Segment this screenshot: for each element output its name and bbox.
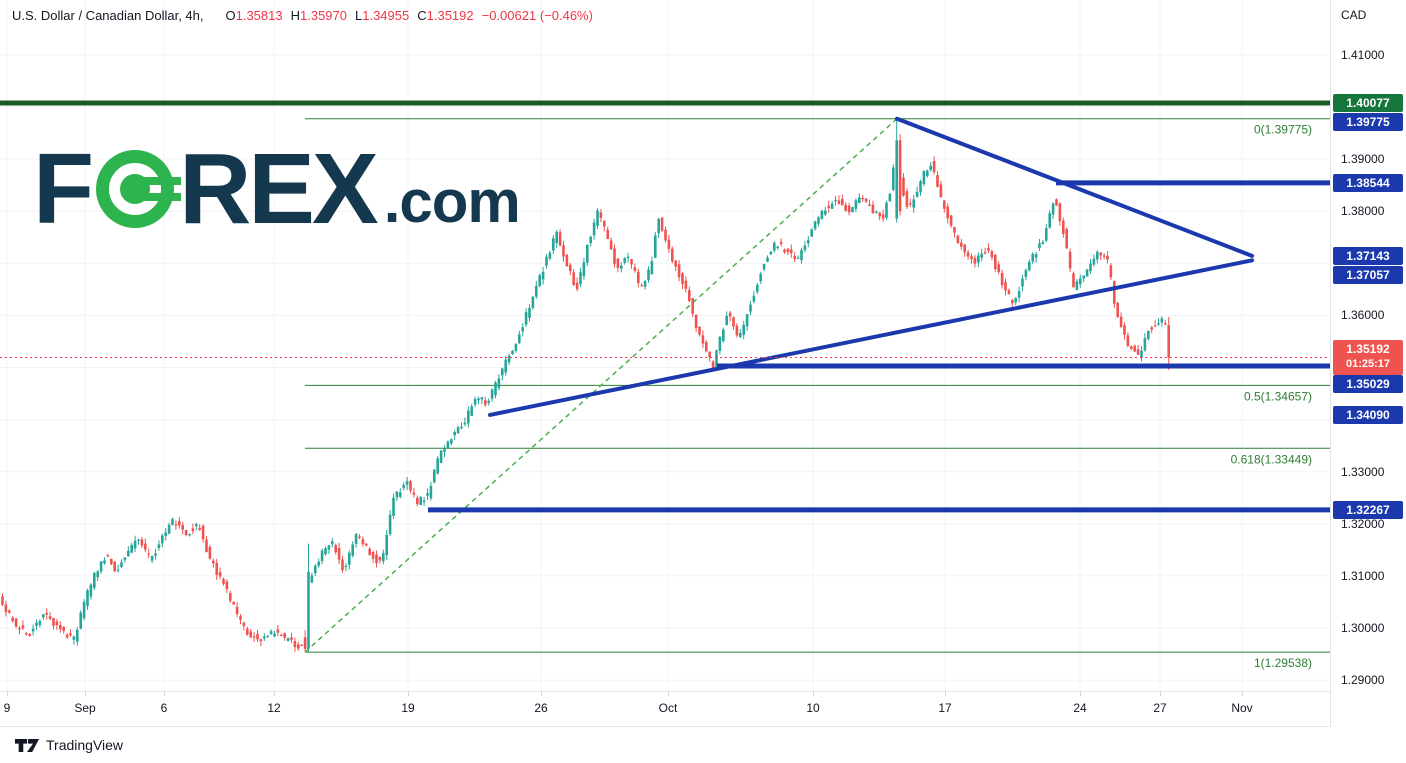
symbol-title[interactable]: U.S. Dollar / Canadian Dollar, 4h, [12,8,204,23]
price-tick-label: 1.38000 [1341,204,1385,219]
forex-com-logo: F REX .com [33,133,521,245]
ohlc-key: C [417,8,427,23]
trendline-lower [488,258,1254,417]
ohlc-value: 1.35813 [235,8,283,23]
ohlc-values: O1.35813 H1.35970 L1.34955 C1.35192 [225,8,481,23]
price-tick-label: 1.41000 [1341,47,1385,62]
time-tick-mark [1242,692,1243,696]
time-tick-mark [7,692,8,696]
price-level-badge: 1.40077 [1333,93,1403,112]
ohlc-value: 1.35192 [426,8,474,23]
symbol-header: U.S. Dollar / Canadian Dollar, 4h, O1.358… [12,8,593,23]
price-tick-label: 1.32000 [1341,516,1385,531]
time-tick-label: 12 [267,701,281,715]
time-tick-mark [945,692,946,696]
tradingview-label: TradingView [46,737,124,753]
time-tick-mark [1160,692,1161,696]
ohlc-key: L [355,8,363,23]
time-tick-mark [813,692,814,696]
time-tick-label: 6 [160,701,168,715]
fib-level-label: 0.618(1.33449) [1231,452,1312,466]
fib-retracement[interactable]: 0(1.39775) 0.5(1.34657) 0.618(1.33449) 1(1.… [304,118,1330,670]
fib-level-label: 0.5(1.34657) [1244,389,1312,403]
last-price-value: 1.35192 [1346,342,1390,357]
candles-layer [1,118,1170,653]
time-tick-label: Nov [1231,701,1253,715]
triangle-pattern[interactable] [428,116,1330,513]
ohlc-value: 1.35970 [300,8,347,23]
time-tick-label: 17 [938,701,952,715]
time-tick-mark [408,692,409,696]
time-tick-label: 19 [401,701,415,715]
price-level-badge: 1.37057 [1333,265,1403,284]
price-tick-label: 1.31000 [1341,568,1385,583]
logo-letters-rex: REX [179,133,379,245]
ohlc-key: H [290,8,300,23]
time-tick-label: Sep [74,701,96,715]
price-tick-label: 1.29000 [1341,673,1385,688]
time-tick-mark [85,692,86,696]
time-axis[interactable]: 9 Sep 6 12 19 26 Oct 10 17 24 27 Nov [0,691,1406,727]
price-level-badge: 1.37143 [1333,246,1403,265]
time-tick-mark [541,692,542,696]
time-tick-mark [668,692,669,696]
change-value: −0.00621 (−0.46%) [481,8,593,23]
last-price-badge: 1.35192 01:25:17 [1333,340,1403,376]
time-tick-label: 27 [1153,701,1167,715]
time-tick-mark [1080,692,1081,696]
footer-bar: TradingView [0,727,1406,763]
price-chart-plot[interactable]: 0(1.39775) 0.5(1.34657) 0.618(1.33449) 1(1.… [0,0,1330,691]
grid-layer [0,0,1330,691]
fib-level-label: 0(1.39775) [1254,123,1312,137]
price-level-badge: 1.32267 [1333,500,1403,519]
tradingview-icon [14,738,40,752]
price-level-badge: 1.34090 [1333,405,1403,424]
fib-baseline[interactable] [304,118,898,653]
tradingview-logo[interactable]: TradingView [14,737,123,753]
price-level-badge: 1.39775 [1333,112,1403,131]
price-tick-label: 1.36000 [1341,308,1385,323]
price-axis[interactable]: CAD 1.41000 1.39000 1.38000 1.36000 1.33000 1… [1330,0,1406,727]
time-tick-mark [274,692,275,696]
logo-dot-com: .com [383,168,521,235]
fib-level-label: 1(1.29538) [1254,656,1312,670]
trendline-upper [895,116,1254,258]
ohlc-key: O [225,8,236,23]
logo-o-icon [96,150,182,228]
time-tick-mark [164,692,165,696]
price-tick-label: 1.33000 [1341,464,1385,479]
time-tick-label: 10 [806,701,820,715]
time-tick-label: 26 [534,701,548,715]
time-tick-label: 24 [1073,701,1087,715]
price-level-badge: 1.38544 [1333,173,1403,192]
quote-currency-label: CAD [1341,8,1367,22]
bar-countdown: 01:25:17 [1345,358,1391,371]
price-tick-label: 1.30000 [1341,621,1385,635]
time-tick-label: 9 [3,701,11,715]
price-level-badge: 1.35029 [1333,375,1403,394]
ohlc-value: 1.34955 [362,8,410,23]
time-tick-label: Oct [658,701,678,715]
logo-letter-f: F [33,133,94,245]
price-tick-label: 1.39000 [1341,152,1385,167]
